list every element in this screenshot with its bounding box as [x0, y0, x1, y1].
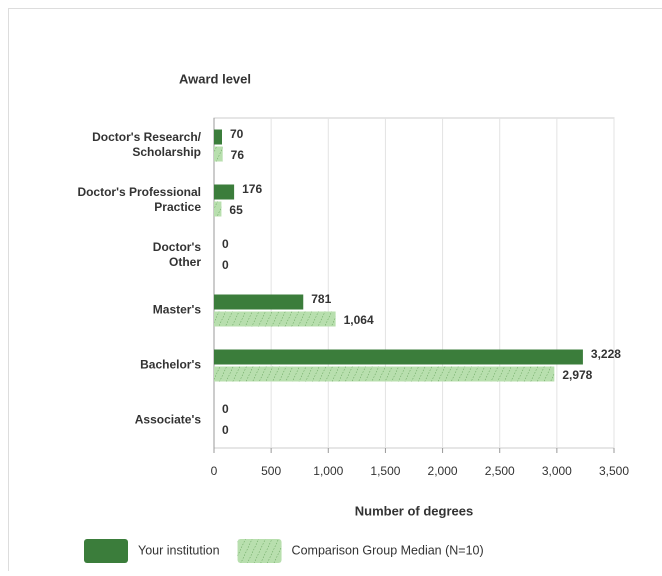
value-label: 2,978	[562, 368, 592, 382]
plot-area	[214, 118, 614, 448]
x-tick-label: 3,000	[542, 464, 572, 478]
value-label: 0	[222, 258, 229, 272]
bar	[214, 350, 583, 365]
x-tick-label: 500	[261, 464, 281, 478]
x-tick-label: 2,000	[428, 464, 458, 478]
x-tick-label: 1,500	[370, 464, 400, 478]
value-label: 0	[222, 237, 229, 251]
value-label: 70	[230, 127, 244, 141]
legend-label: Your institution	[138, 543, 220, 557]
bar	[214, 295, 303, 310]
value-label: 76	[231, 148, 245, 162]
x-tick-label: 2,500	[485, 464, 515, 478]
value-label: 3,228	[591, 347, 621, 361]
value-label: 0	[222, 402, 229, 416]
bar	[214, 202, 221, 217]
y-tick-label: Bachelor's	[140, 358, 201, 372]
y-tick-label: Associate's	[135, 413, 202, 427]
value-label: 65	[229, 203, 243, 217]
bar	[214, 367, 554, 382]
value-label: 176	[242, 182, 262, 196]
x-tick-label: 1,000	[313, 464, 343, 478]
x-tick-label: 3,500	[599, 464, 629, 478]
chart-title: Award level	[179, 71, 251, 86]
legend-swatch	[238, 539, 282, 563]
value-label: 781	[311, 292, 331, 306]
legend-label: Comparison Group Median (N=10)	[292, 543, 484, 557]
value-label: 1,064	[344, 313, 374, 327]
value-label: 0	[222, 423, 229, 437]
y-tick-label: Master's	[153, 303, 202, 317]
bar	[214, 130, 222, 145]
legend-swatch	[84, 539, 128, 563]
bar	[214, 147, 223, 162]
x-tick-label: 0	[211, 464, 218, 478]
bar	[214, 312, 336, 327]
bar	[214, 185, 234, 200]
x-axis-label: Number of degrees	[355, 503, 473, 518]
